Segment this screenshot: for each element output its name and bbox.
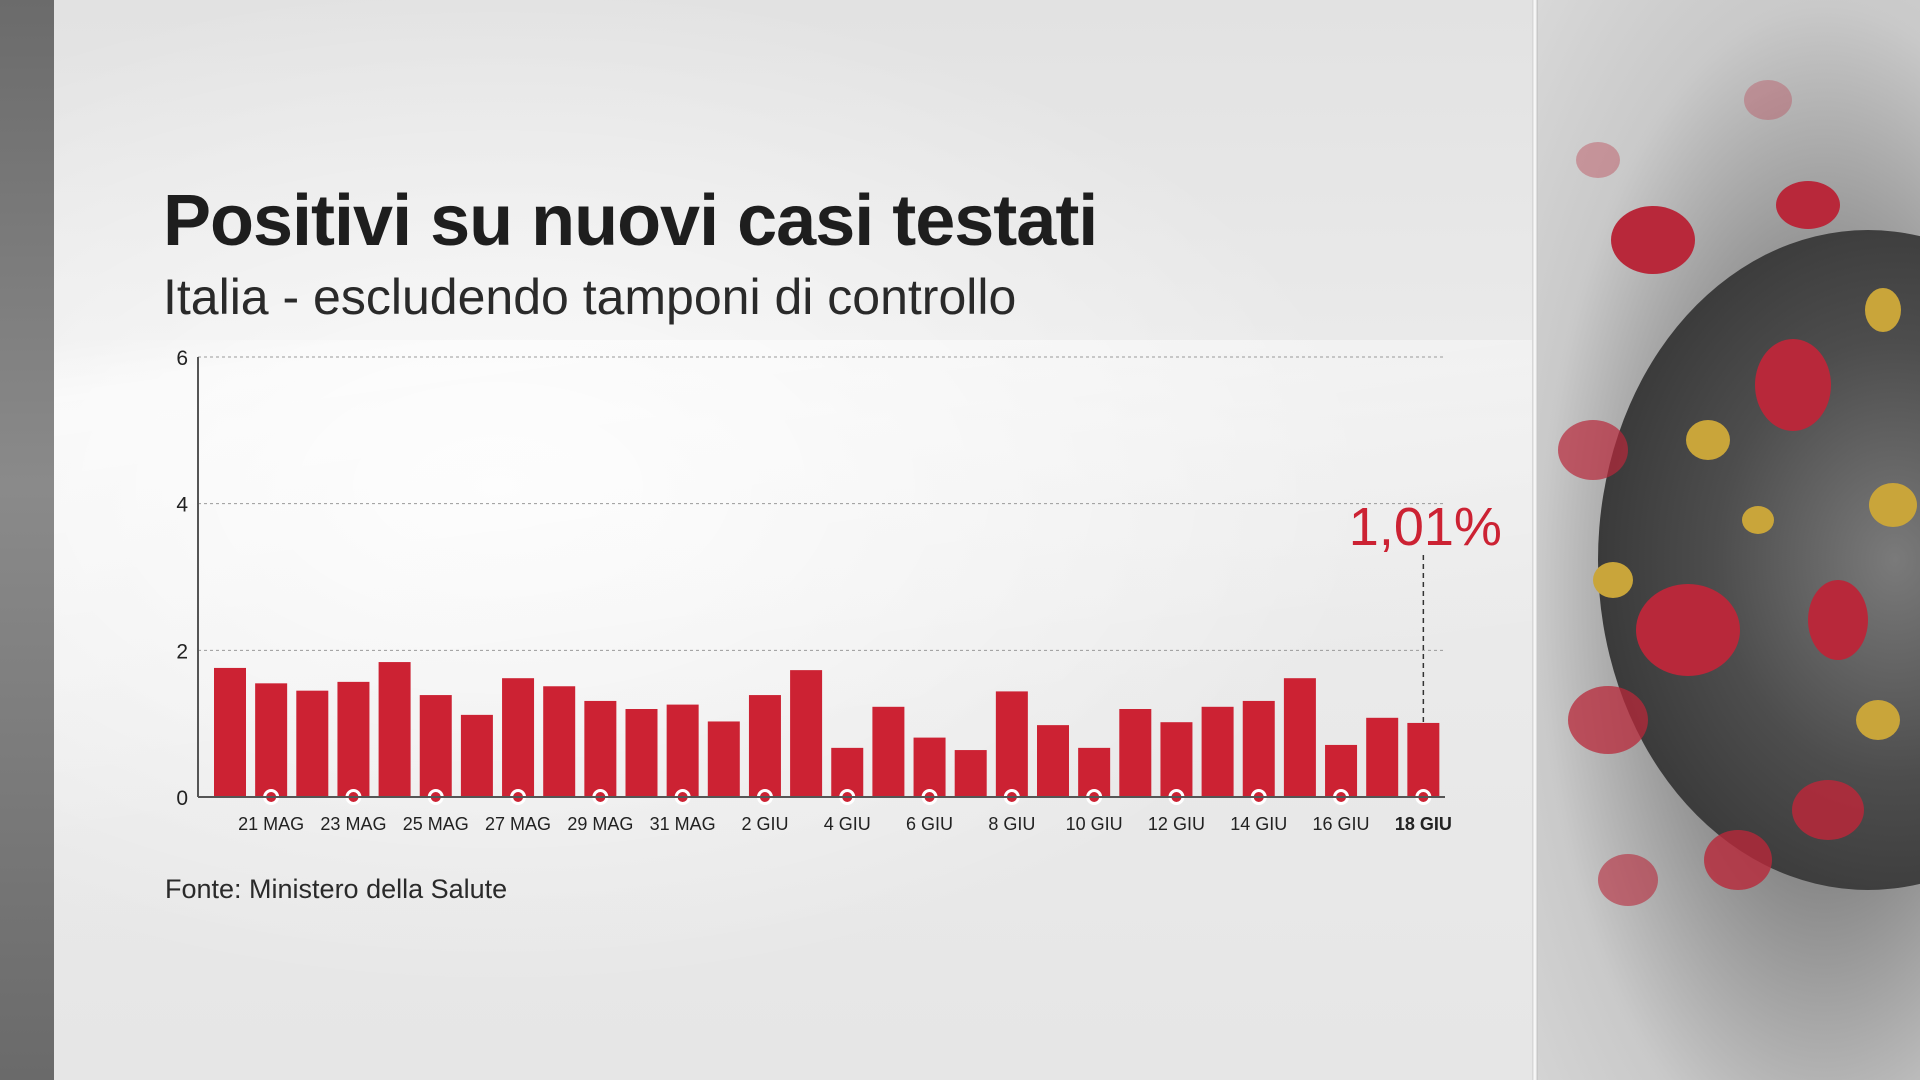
bar — [1037, 725, 1069, 797]
background-divider — [1532, 0, 1538, 1080]
x-tick-label: 18 GIU — [1395, 814, 1452, 834]
bar — [1160, 722, 1193, 797]
data-source: Fonte: Ministero della Salute — [165, 874, 508, 904]
x-tick-label: 27 MAG — [485, 814, 551, 834]
bar — [666, 704, 699, 797]
bar — [460, 714, 493, 797]
x-tick-label: 4 GIU — [824, 814, 871, 834]
y-tick-label: 0 — [176, 787, 188, 810]
bar — [872, 706, 905, 797]
x-tick-label: 10 GIU — [1066, 814, 1123, 834]
bar — [625, 709, 658, 797]
bar — [378, 662, 411, 797]
bar — [337, 681, 370, 797]
bar — [296, 690, 329, 797]
x-tick-label: 16 GIU — [1313, 814, 1370, 834]
highlight-value-label: 1,01% — [1349, 497, 1502, 557]
chart-subtitle: Italia - escludendo tamponi di controllo — [163, 269, 1017, 325]
x-tick-label: 6 GIU — [906, 814, 953, 834]
bar — [790, 670, 823, 797]
bar — [1201, 706, 1234, 797]
x-tick-label: 23 MAG — [320, 814, 386, 834]
bar — [1242, 700, 1275, 797]
x-tick-label: 2 GIU — [741, 814, 788, 834]
bar — [1283, 678, 1316, 797]
x-tick-label: 29 MAG — [567, 814, 633, 834]
x-tick-label: 25 MAG — [403, 814, 469, 834]
chart-title: Positivi su nuovi casi testati — [163, 181, 1098, 261]
bar — [1078, 747, 1111, 797]
y-tick-label: 2 — [176, 640, 188, 663]
bar — [748, 695, 781, 797]
bar — [1366, 717, 1399, 797]
bar — [954, 750, 987, 797]
bar — [1119, 709, 1152, 797]
bar — [543, 686, 576, 797]
y-tick-label: 6 — [176, 347, 188, 370]
bar — [419, 695, 452, 797]
x-tick-label: 14 GIU — [1230, 814, 1287, 834]
bar — [214, 667, 246, 797]
bar — [707, 721, 740, 797]
bar — [255, 683, 288, 797]
y-tick-label: 4 — [176, 494, 188, 517]
bar — [995, 691, 1028, 797]
bar — [502, 678, 535, 797]
bar — [831, 747, 864, 797]
x-tick-label: 8 GIU — [988, 814, 1035, 834]
x-tick-label: 12 GIU — [1148, 814, 1205, 834]
bar — [584, 700, 617, 797]
bar — [1325, 744, 1358, 797]
bar — [1407, 722, 1440, 797]
x-tick-label: 31 MAG — [650, 814, 716, 834]
background-left-strip — [0, 0, 54, 1080]
bar — [913, 737, 946, 797]
coronavirus-illustration — [1558, 80, 1920, 906]
x-tick-label: 21 MAG — [238, 814, 304, 834]
